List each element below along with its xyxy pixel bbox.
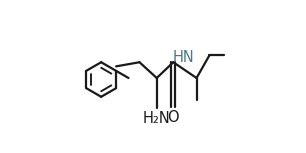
Text: O: O [167,110,179,125]
Text: H₂N: H₂N [143,111,171,126]
Text: HN: HN [173,50,194,65]
